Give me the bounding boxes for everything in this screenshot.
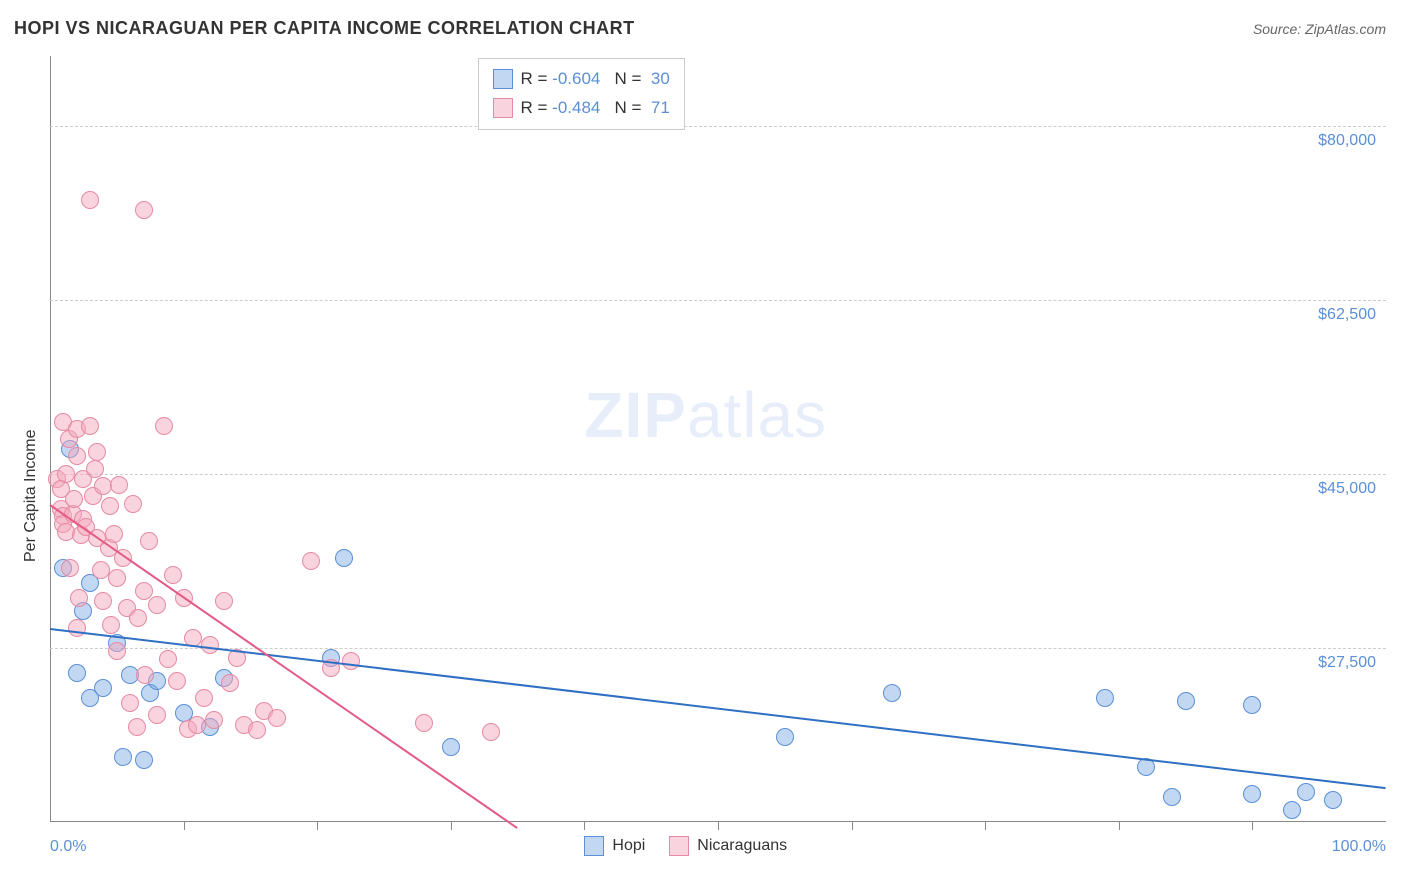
x-tick-mark	[852, 822, 853, 830]
data-point-nicaraguans	[68, 619, 86, 637]
x-tick-mark	[718, 822, 719, 830]
series-legend-label: Nicaraguans	[697, 837, 787, 855]
y-tick-label: $45,000	[1318, 480, 1376, 498]
data-point-nicaraguans	[188, 716, 206, 734]
data-point-nicaraguans	[221, 674, 239, 692]
grid-line	[50, 126, 1386, 127]
series-legend-item: Nicaraguans	[669, 836, 787, 856]
data-point-nicaraguans	[102, 616, 120, 634]
x-tick-label: 100.0%	[1332, 838, 1386, 856]
data-point-nicaraguans	[61, 559, 79, 577]
data-point-nicaraguans	[195, 689, 213, 707]
data-point-nicaraguans	[415, 714, 433, 732]
y-axis-label: Per Capita Income	[22, 429, 40, 562]
data-point-nicaraguans	[268, 709, 286, 727]
data-point-hopi	[1283, 801, 1301, 819]
legend-swatch-icon	[493, 98, 513, 118]
data-point-nicaraguans	[155, 417, 173, 435]
data-point-nicaraguans	[70, 589, 88, 607]
data-point-hopi	[1163, 788, 1181, 806]
legend-swatch-icon	[584, 836, 604, 856]
x-tick-mark	[317, 822, 318, 830]
x-tick-mark	[584, 822, 585, 830]
source-attribution: Source: ZipAtlas.com	[1253, 21, 1386, 37]
data-point-nicaraguans	[168, 672, 186, 690]
chart-title: HOPI VS NICARAGUAN PER CAPITA INCOME COR…	[14, 18, 635, 39]
data-point-nicaraguans	[205, 711, 223, 729]
data-point-hopi	[94, 679, 112, 697]
data-point-hopi	[1324, 791, 1342, 809]
data-point-nicaraguans	[108, 569, 126, 587]
data-point-nicaraguans	[81, 191, 99, 209]
data-point-nicaraguans	[81, 417, 99, 435]
data-point-hopi	[442, 738, 460, 756]
data-point-nicaraguans	[215, 592, 233, 610]
data-point-nicaraguans	[101, 497, 119, 515]
data-point-nicaraguans	[148, 706, 166, 724]
data-point-nicaraguans	[164, 566, 182, 584]
data-point-hopi	[776, 728, 794, 746]
y-tick-label: $80,000	[1318, 132, 1376, 150]
data-point-hopi	[1243, 696, 1261, 714]
data-point-nicaraguans	[342, 652, 360, 670]
data-point-nicaraguans	[248, 721, 266, 739]
x-tick-mark	[451, 822, 452, 830]
header-row: HOPI VS NICARAGUAN PER CAPITA INCOME COR…	[14, 18, 1386, 39]
data-point-nicaraguans	[88, 443, 106, 461]
data-point-hopi	[1243, 785, 1261, 803]
data-point-nicaraguans	[135, 201, 153, 219]
series-legend-label: Hopi	[612, 837, 645, 855]
data-point-hopi	[1297, 783, 1315, 801]
correlation-legend-row: R = -0.604 N = 30	[493, 65, 670, 94]
data-point-nicaraguans	[65, 490, 83, 508]
data-point-nicaraguans	[148, 596, 166, 614]
data-point-nicaraguans	[121, 694, 139, 712]
x-tick-mark	[1119, 822, 1120, 830]
data-point-hopi	[1177, 692, 1195, 710]
data-point-hopi	[114, 748, 132, 766]
y-tick-label: $62,500	[1318, 306, 1376, 324]
data-point-nicaraguans	[68, 447, 86, 465]
x-tick-mark	[1252, 822, 1253, 830]
legend-stat-text: R = -0.604 N = 30	[521, 65, 670, 94]
data-point-nicaraguans	[86, 460, 104, 478]
data-point-hopi	[1096, 689, 1114, 707]
data-point-nicaraguans	[136, 666, 154, 684]
x-tick-label: 0.0%	[50, 838, 86, 856]
data-point-nicaraguans	[482, 723, 500, 741]
series-legend-item: Hopi	[584, 836, 645, 856]
data-point-nicaraguans	[201, 636, 219, 654]
x-tick-mark	[184, 822, 185, 830]
legend-swatch-icon	[493, 69, 513, 89]
data-point-nicaraguans	[129, 609, 147, 627]
data-point-hopi	[335, 549, 353, 567]
series-legend: Hopi Nicaraguans	[584, 836, 787, 856]
grid-line	[50, 474, 1386, 475]
legend-stat-text: R = -0.484 N = 71	[521, 94, 670, 123]
grid-line	[50, 648, 1386, 649]
legend-swatch-icon	[669, 836, 689, 856]
grid-line	[50, 300, 1386, 301]
data-point-nicaraguans	[110, 476, 128, 494]
data-point-hopi	[883, 684, 901, 702]
data-point-nicaraguans	[140, 532, 158, 550]
data-point-nicaraguans	[124, 495, 142, 513]
correlation-legend: R = -0.604 N = 30 R = -0.484 N = 71	[478, 58, 685, 130]
data-point-nicaraguans	[159, 650, 177, 668]
data-point-nicaraguans	[302, 552, 320, 570]
data-point-nicaraguans	[128, 718, 146, 736]
data-point-hopi	[68, 664, 86, 682]
data-point-nicaraguans	[94, 592, 112, 610]
chart-container: HOPI VS NICARAGUAN PER CAPITA INCOME COR…	[0, 0, 1406, 892]
data-point-nicaraguans	[105, 525, 123, 543]
data-point-nicaraguans	[57, 465, 75, 483]
x-tick-mark	[985, 822, 986, 830]
data-point-hopi	[135, 751, 153, 769]
data-point-nicaraguans	[108, 642, 126, 660]
correlation-legend-row: R = -0.484 N = 71	[493, 94, 670, 123]
y-tick-label: $27,500	[1318, 654, 1376, 672]
